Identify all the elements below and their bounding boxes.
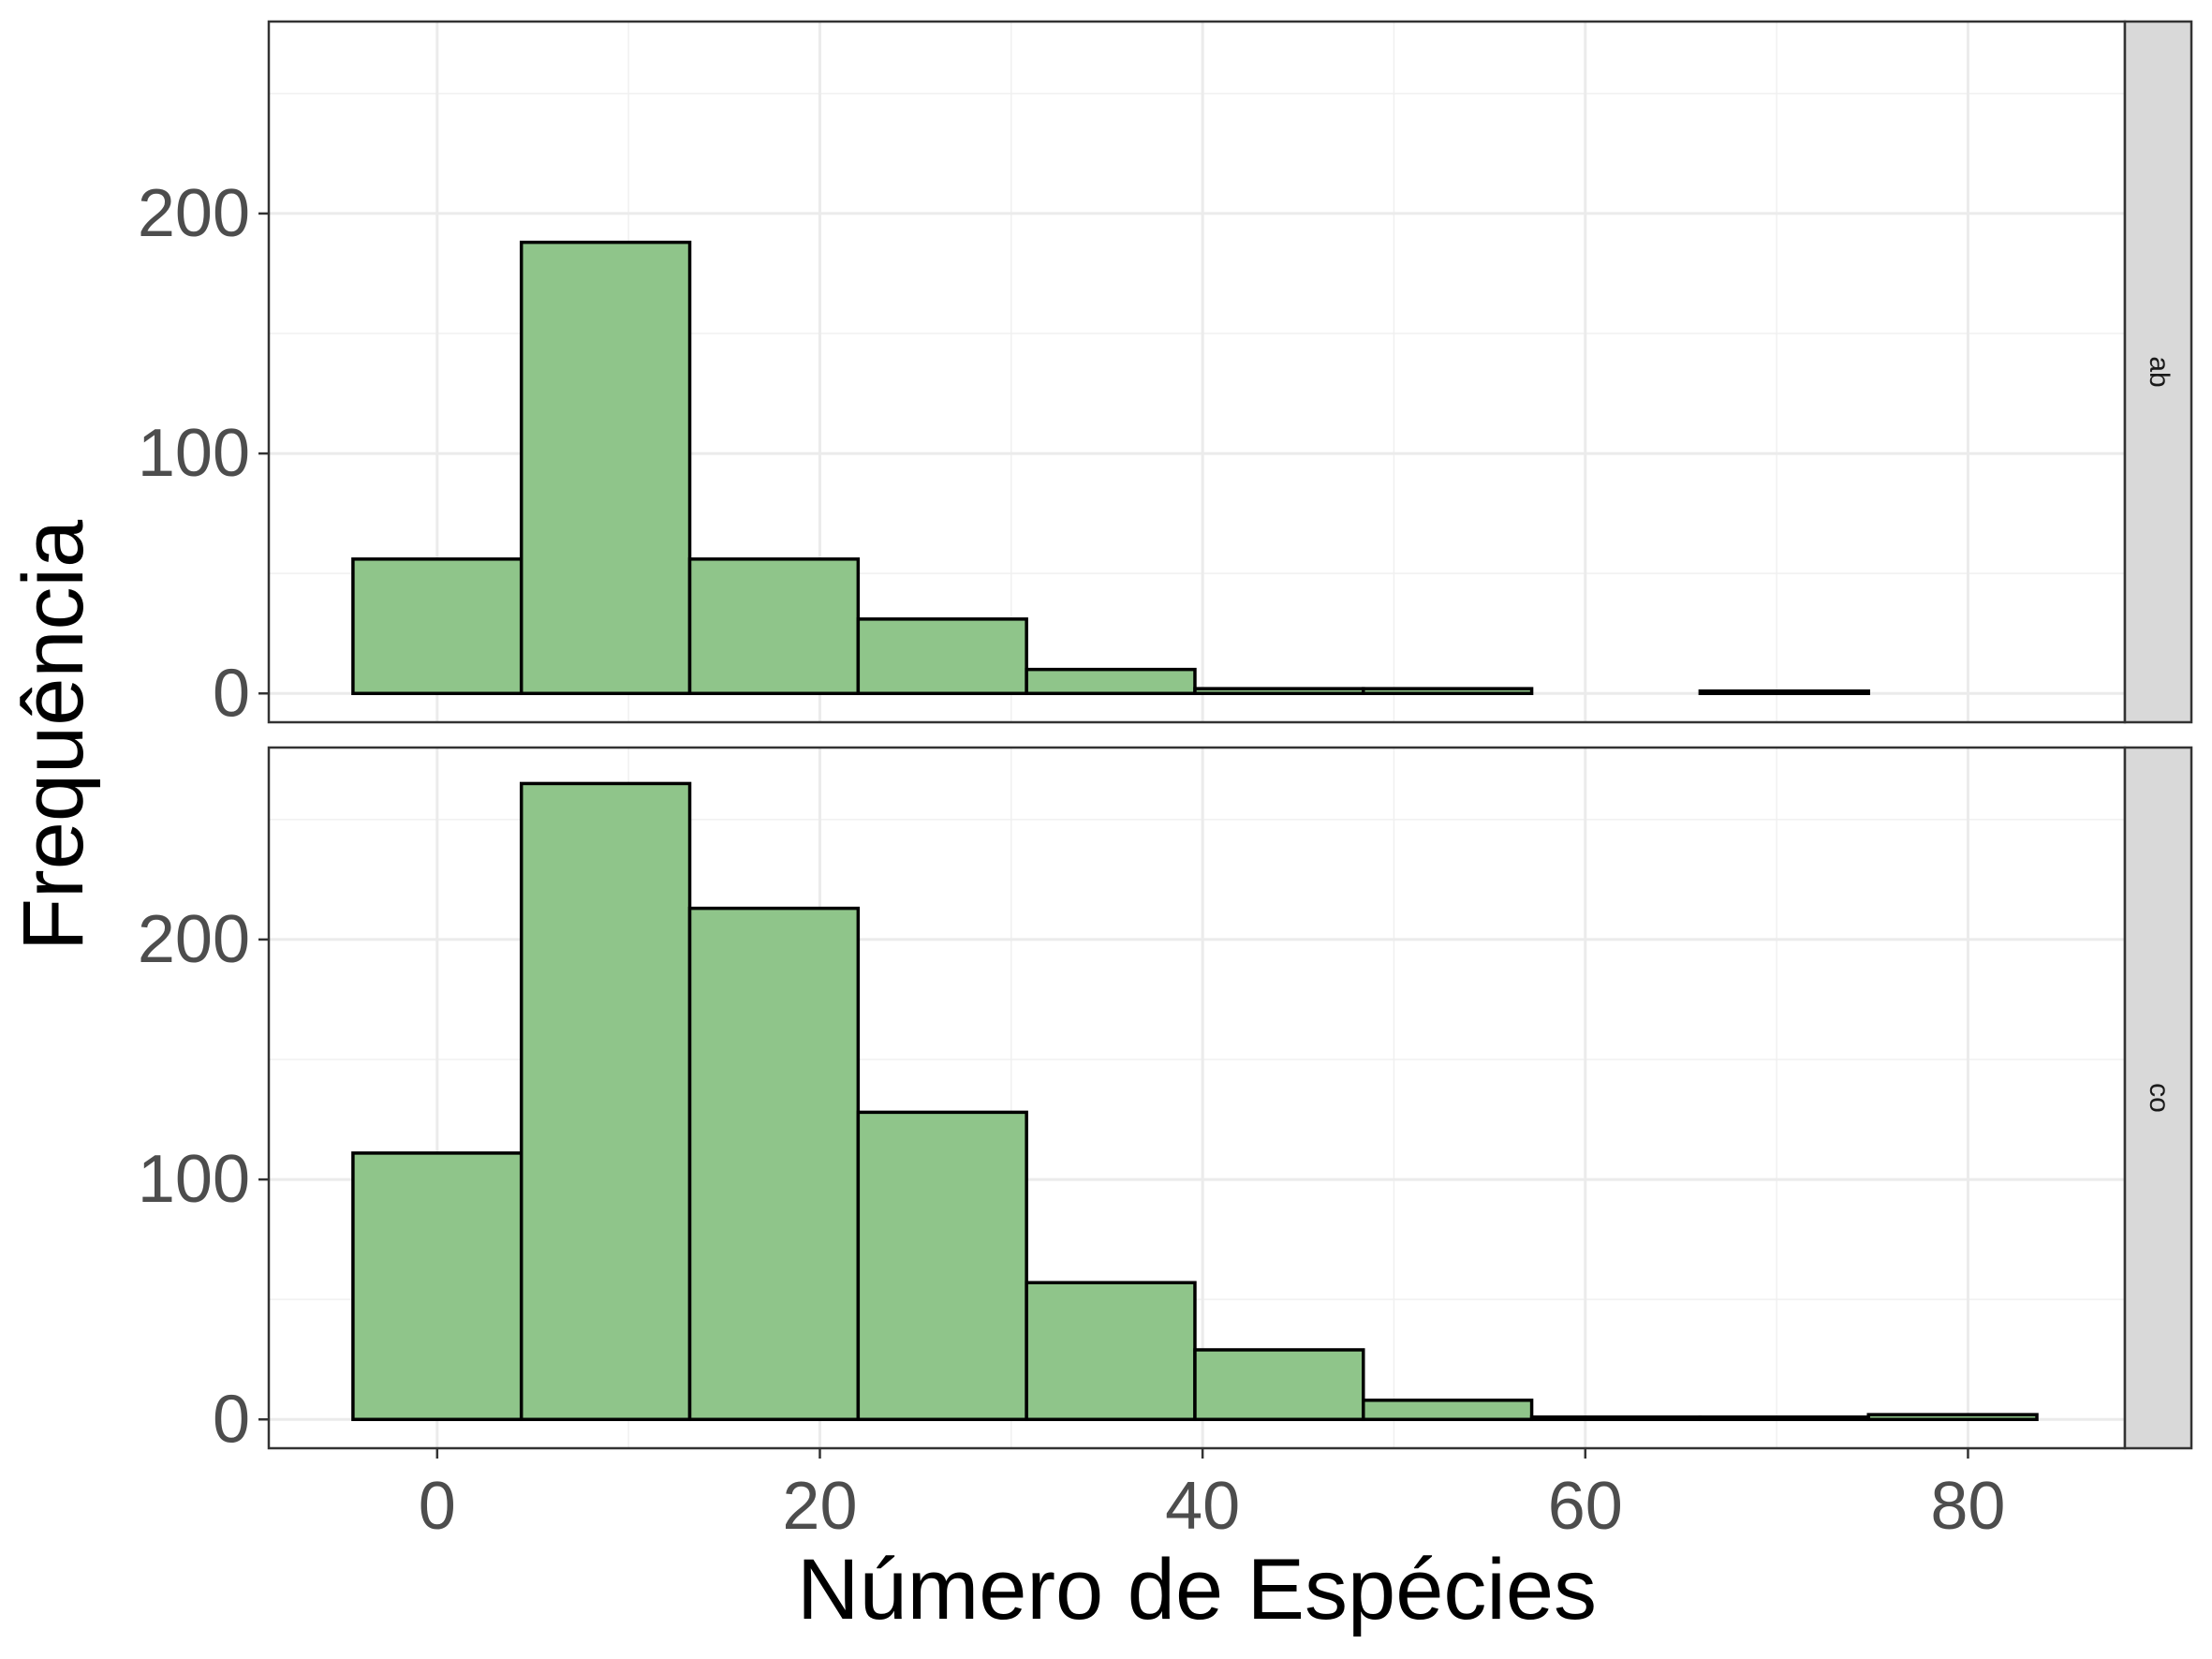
- histogram-bar: [1529, 1415, 1703, 1422]
- panel-ab: ab 0 100 200: [138, 20, 2193, 731]
- x-tick-label: 60: [1548, 1469, 1623, 1544]
- histogram-bar: [1025, 1281, 1197, 1422]
- panel-co: co 0 100 200: [138, 746, 2193, 1457]
- histogram-bar: [351, 1151, 524, 1422]
- x-tick-label: 20: [782, 1469, 857, 1544]
- histogram-bar: [1025, 667, 1197, 696]
- strip-label-ab: ab: [2144, 356, 2175, 387]
- y-tick-label: 200: [138, 902, 250, 977]
- histogram-bar: [687, 557, 861, 696]
- panel-ab-y-axis: 0 100 200: [138, 176, 269, 731]
- histogram-bar: [351, 557, 524, 696]
- panel-co-bars: [351, 781, 2039, 1422]
- panel-ab-gridlines: [269, 22, 2125, 722]
- y-tick-label: 100: [138, 1142, 250, 1217]
- y-axis-title: Frequência: [6, 519, 101, 951]
- histogram-bar: [1362, 1399, 1534, 1422]
- x-tick-label: 0: [419, 1469, 456, 1544]
- histogram-bar: [687, 906, 861, 1422]
- histogram-bar: [519, 240, 692, 696]
- x-tick-label: 40: [1165, 1469, 1240, 1544]
- y-tick-label: 0: [213, 1382, 250, 1457]
- x-axis: 0 20 40 60 80: [419, 1448, 2005, 1544]
- histogram-bar: [856, 1110, 1028, 1422]
- histogram-bar: [856, 617, 1028, 696]
- histogram-bar: [1193, 687, 1365, 696]
- x-axis-title: Número de Espécies: [797, 1542, 1597, 1637]
- strip-ab: [2123, 20, 2193, 724]
- histogram-bar: [1193, 1348, 1365, 1422]
- y-tick-label: 100: [138, 416, 250, 491]
- histogram-bar: [519, 781, 692, 1422]
- strip-co: [2123, 746, 2193, 1450]
- histogram-bar: [1362, 687, 1534, 696]
- y-tick-label: 200: [138, 176, 250, 251]
- histogram-bar: [1866, 1413, 2039, 1422]
- y-tick-label: 0: [213, 656, 250, 731]
- histogram-bar: [1698, 1415, 1870, 1422]
- x-tick-label: 80: [1930, 1469, 2005, 1544]
- panel-co-y-axis: 0 100 200: [138, 902, 269, 1457]
- strip-label-co: co: [2144, 1083, 2175, 1113]
- panel-ab-bars: [351, 240, 1870, 696]
- histogram-bar: [1698, 689, 1870, 696]
